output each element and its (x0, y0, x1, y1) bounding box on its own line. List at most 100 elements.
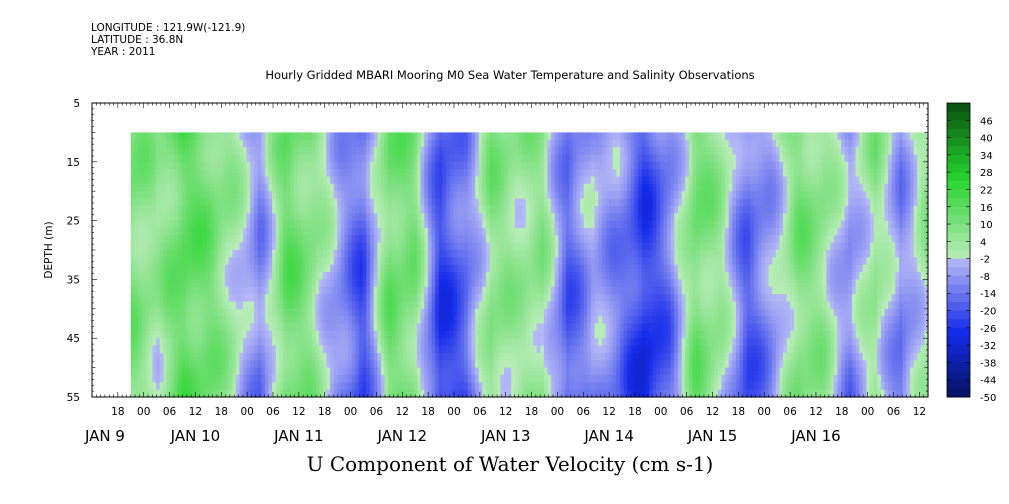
heatmap-cell (540, 308, 545, 317)
heatmap-cell (504, 161, 509, 170)
heatmap-cell (464, 139, 469, 148)
heatmap-cell (420, 161, 425, 170)
heatmap-cell (525, 352, 530, 361)
heatmap-cell (543, 242, 549, 251)
heatmap-cell (308, 191, 313, 200)
heatmap-cell (156, 198, 161, 207)
heatmap-cell (536, 360, 541, 369)
heatmap-cell (601, 242, 607, 251)
heatmap-cell (391, 279, 396, 288)
heatmap-cell (514, 227, 520, 236)
heatmap-cell (453, 154, 458, 163)
heatmap-cell (301, 294, 306, 303)
heatmap-cell (420, 132, 425, 141)
heatmap-cell (420, 301, 425, 310)
heatmap-cell (580, 352, 585, 361)
heatmap-cell (196, 286, 201, 295)
heatmap-cell (377, 139, 382, 148)
heatmap-cell (525, 235, 530, 244)
heatmap-cell (134, 389, 139, 398)
heatmap-cell (192, 139, 197, 148)
heatmap-cell (402, 220, 407, 229)
heatmap-cell (199, 308, 204, 317)
heatmap-cell (275, 345, 280, 354)
heatmap-cell (500, 169, 505, 178)
heatmap-cell (145, 213, 150, 222)
heatmap-cell (148, 286, 154, 295)
heatmap-cell (583, 169, 588, 178)
heatmap-cell (340, 169, 346, 178)
heatmap-cell (348, 374, 353, 383)
heatmap-cell (167, 154, 172, 163)
heatmap-cell (279, 338, 284, 347)
heatmap-cell (181, 382, 186, 391)
heatmap-cell (355, 352, 360, 361)
heatmap-cell (627, 132, 632, 141)
heatmap-cell (301, 272, 306, 280)
heatmap-cell (315, 367, 320, 376)
heatmap-cell (384, 294, 389, 303)
heatmap-cell (475, 308, 480, 317)
heatmap-cell (138, 205, 143, 214)
heatmap-cell (192, 316, 197, 325)
heatmap-cell (449, 132, 454, 141)
heatmap-cell (417, 227, 422, 236)
heatmap-cell (540, 161, 545, 170)
heatmap-cell (402, 183, 407, 192)
heatmap-cell (507, 161, 512, 170)
heatmap-cell (467, 235, 473, 244)
heatmap-cell (264, 316, 270, 325)
heatmap-cell (369, 235, 375, 244)
heatmap-cell (351, 176, 357, 185)
heatmap-cell (196, 205, 201, 214)
heatmap-cell (616, 360, 621, 369)
heatmap-cell (493, 301, 498, 310)
heatmap-cell (598, 220, 603, 229)
heatmap-cell (562, 301, 567, 310)
heatmap-cell (565, 213, 570, 222)
heatmap-cell (511, 316, 516, 325)
heatmap-cell (185, 272, 190, 280)
heatmap-cell (148, 264, 154, 273)
heatmap-cell (609, 169, 614, 178)
heatmap-cell (467, 242, 473, 251)
heatmap-cell (605, 132, 610, 141)
heatmap-cell (337, 382, 342, 391)
heatmap-cell (206, 242, 212, 251)
heatmap-cell (543, 374, 549, 383)
heatmap-cell (377, 213, 382, 222)
heatmap-cell (286, 367, 291, 376)
heatmap-cell (398, 301, 404, 310)
heatmap-cell (214, 154, 219, 163)
heatmap-cell (511, 330, 516, 339)
heatmap-cell (406, 301, 411, 310)
heatmap-cell (148, 227, 154, 236)
heatmap-cell (152, 235, 157, 244)
heatmap-cell (543, 235, 549, 244)
heatmap-cell (529, 294, 534, 303)
heatmap-cell (286, 352, 291, 361)
heatmap-cell (562, 294, 567, 303)
heatmap-cell (514, 257, 520, 266)
heatmap-cell (369, 323, 375, 332)
heatmap-cell (442, 272, 447, 280)
heatmap-cell (518, 250, 523, 258)
heatmap-cell (522, 316, 527, 325)
heatmap-cell (500, 132, 505, 141)
heatmap-cell (529, 286, 534, 295)
heatmap-cell (275, 338, 280, 347)
heatmap-cell (373, 154, 378, 163)
heatmap-cell (522, 242, 527, 251)
heatmap-cell (199, 205, 204, 214)
heatmap-cell (453, 272, 458, 280)
heatmap-cell (286, 279, 291, 288)
heatmap-cell (395, 250, 400, 258)
heatmap-cell (601, 169, 607, 178)
heatmap-cell (594, 338, 599, 347)
heatmap-cell (163, 154, 168, 163)
heatmap-cell (612, 227, 617, 236)
heatmap-cell (514, 345, 520, 354)
heatmap-cell (221, 360, 226, 369)
heatmap-cell (311, 367, 317, 376)
heatmap-cell (181, 250, 186, 258)
